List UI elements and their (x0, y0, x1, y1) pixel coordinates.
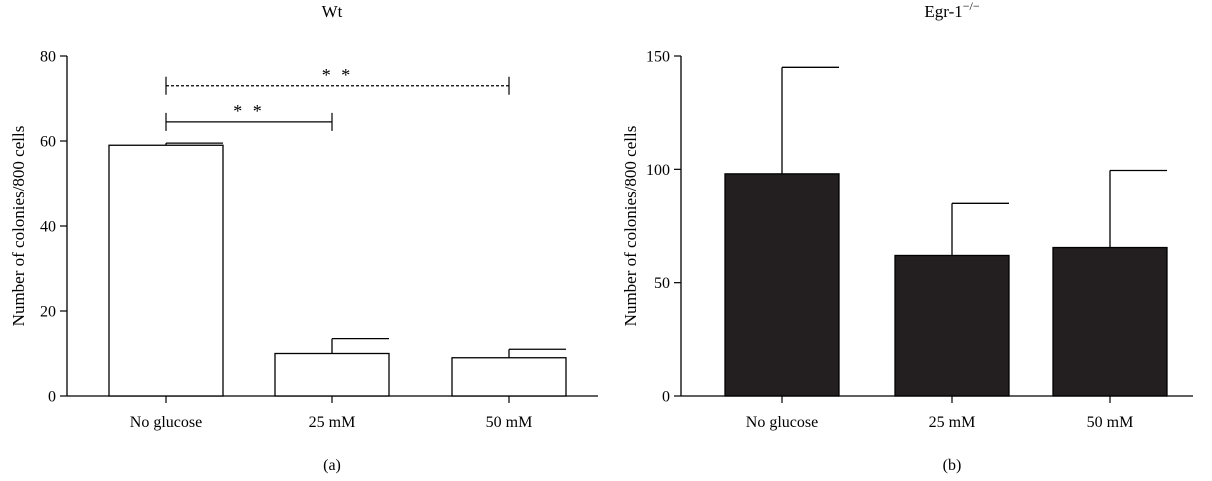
chart-title: Wt (322, 2, 343, 21)
y-tick-label: 0 (662, 389, 670, 406)
x-tick-label: 25 mM (929, 414, 976, 431)
y-axis-title: Number of colonies/800 cells (9, 126, 28, 327)
chart-title: Egr-1−/− (924, 0, 979, 21)
chart-panel-a: 0 20 40 60 80 No glucose 25 mM 50 mM Number of c… (9, 2, 598, 474)
x-tick-label: No glucose (130, 414, 202, 431)
significance-label: * * (322, 65, 354, 85)
y-tick-label: 20 (40, 304, 56, 321)
x-tick-label: 50 mM (486, 414, 533, 431)
bar (724, 173, 840, 397)
y-tick-label: 80 (40, 49, 56, 66)
x-tick-label: 25 mM (309, 414, 356, 431)
y-tick-label: 60 (40, 134, 56, 151)
y-axis-title: Number of colonies/800 cells (621, 126, 640, 327)
bar (894, 254, 1010, 397)
bar (274, 352, 390, 397)
y-tick-label: 0 (48, 389, 56, 406)
chart-panel-b: 0 50 100 150 No glucose 25 mM 50 mM Number of c… (621, 0, 1193, 474)
bar (1052, 246, 1168, 397)
y-tick-label: 50 (654, 275, 670, 292)
x-tick-label: 50 mM (1087, 414, 1134, 431)
y-tick-label: 40 (40, 219, 56, 236)
y-tick-label: 150 (646, 49, 670, 66)
x-tick-label: No glucose (746, 414, 818, 431)
bar (451, 357, 567, 397)
significance-label: * * (233, 101, 265, 121)
bar (108, 144, 224, 397)
y-tick-label: 100 (646, 162, 670, 179)
panel-label: (a) (323, 457, 341, 474)
panel-label: (b) (943, 457, 962, 474)
